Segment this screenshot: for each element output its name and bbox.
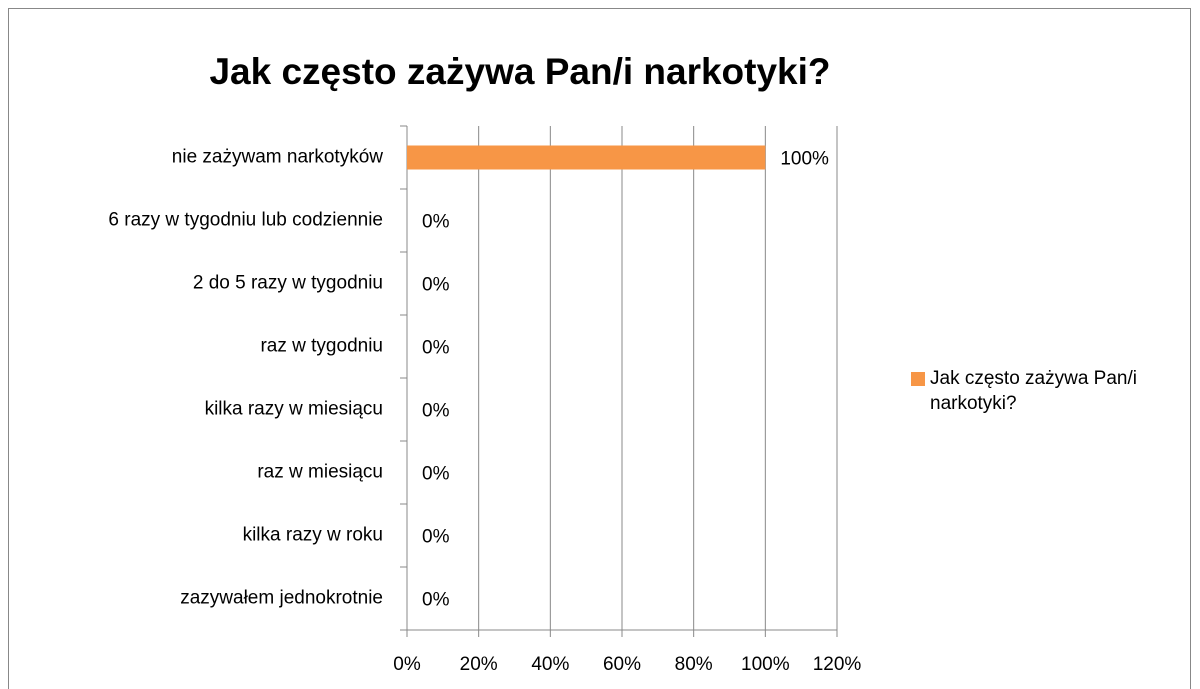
y-tick-label: nie zażywam narkotyków [172, 147, 383, 168]
legend-swatch [911, 372, 925, 386]
x-tick-label: 0% [393, 654, 421, 675]
chart-title: Jak często zażywa Pan/i narkotyki? [209, 51, 830, 92]
x-tick-label: 80% [675, 654, 713, 675]
x-tick-label: 120% [813, 654, 862, 675]
y-tick-label: raz w miesiącu [257, 462, 383, 483]
y-tick-label: raz w tygodniu [260, 336, 383, 357]
value-label: 0% [422, 527, 450, 548]
value-label: 100% [780, 149, 829, 170]
value-label: 0% [422, 464, 450, 485]
y-tick-label: kilka razy w roku [243, 525, 383, 546]
x-tick-label: 60% [603, 654, 641, 675]
y-tick-label: kilka razy w miesiącu [205, 399, 383, 420]
value-label: 0% [422, 401, 450, 422]
y-tick-label: 6 razy w tygodniu lub codziennie [108, 210, 383, 231]
bar [407, 145, 766, 170]
value-label: 0% [422, 590, 450, 611]
chart-border [8, 8, 1191, 689]
x-tick-label: 20% [460, 654, 498, 675]
x-tick-label: 100% [741, 654, 790, 675]
value-label: 0% [422, 212, 450, 233]
y-tick-label: zazywałem jednokrotnie [180, 588, 383, 609]
value-label: 0% [422, 338, 450, 359]
x-tick-label: 40% [531, 654, 569, 675]
y-tick-label: 2 do 5 razy w tygodniu [193, 273, 383, 294]
value-label: 0% [422, 275, 450, 296]
legend-label: Jak często zażywa Pan/i narkotyki? [930, 368, 1137, 414]
